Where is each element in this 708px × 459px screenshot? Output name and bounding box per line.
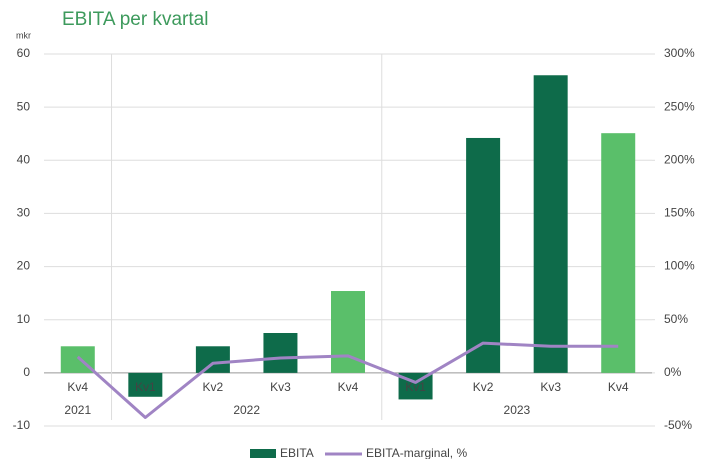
y-tick-label: 40 [17, 152, 31, 166]
y2-tick-label: -50% [664, 418, 692, 432]
y2-tick-label: 200% [664, 152, 695, 166]
x-tick-label: Kv3 [270, 380, 291, 394]
legend-swatch [250, 449, 276, 458]
x-tick-label: Kv3 [540, 380, 561, 394]
y-tick-label: 50 [17, 99, 31, 113]
y-tick-label: 60 [17, 46, 31, 60]
y2-tick-label: 150% [664, 206, 695, 220]
y2-tick-label: 0% [664, 365, 682, 379]
y-tick-label: -10 [13, 418, 31, 432]
y2-tick-label: 300% [664, 46, 695, 60]
bar [533, 75, 568, 373]
x-tick-label: Kv4 [67, 380, 88, 394]
x-tick-label: Kv2 [203, 380, 224, 394]
x-tick-label: Kv1 [135, 380, 156, 394]
bar [466, 137, 501, 373]
x-tick-label: Kv4 [338, 380, 359, 394]
legend-label: EBITA [280, 446, 314, 459]
y-axis-label: mkr [16, 30, 31, 40]
group-label: 2021 [64, 403, 91, 417]
bar [601, 133, 636, 373]
x-tick-label: Kv2 [473, 380, 494, 394]
bar [263, 333, 298, 373]
x-tick-label: Kv4 [608, 380, 629, 394]
y-tick-label: 10 [17, 312, 31, 326]
y2-tick-label: 50% [664, 312, 688, 326]
bar [195, 346, 230, 373]
y2-tick-label: 100% [664, 259, 695, 273]
chart-title: EBITA per kvartal [62, 9, 208, 30]
bar [128, 372, 163, 397]
y-tick-label: 20 [17, 259, 31, 273]
y2-tick-label: 250% [664, 99, 695, 113]
x-tick-label: Kv1 [405, 380, 426, 394]
group-label: 2023 [504, 403, 531, 417]
group-label: 2022 [233, 403, 260, 417]
y-tick-label: 0 [23, 365, 30, 379]
legend-label: EBITA-marginal, % [366, 446, 467, 459]
y-tick-label: 30 [17, 206, 31, 220]
line [76, 341, 619, 419]
